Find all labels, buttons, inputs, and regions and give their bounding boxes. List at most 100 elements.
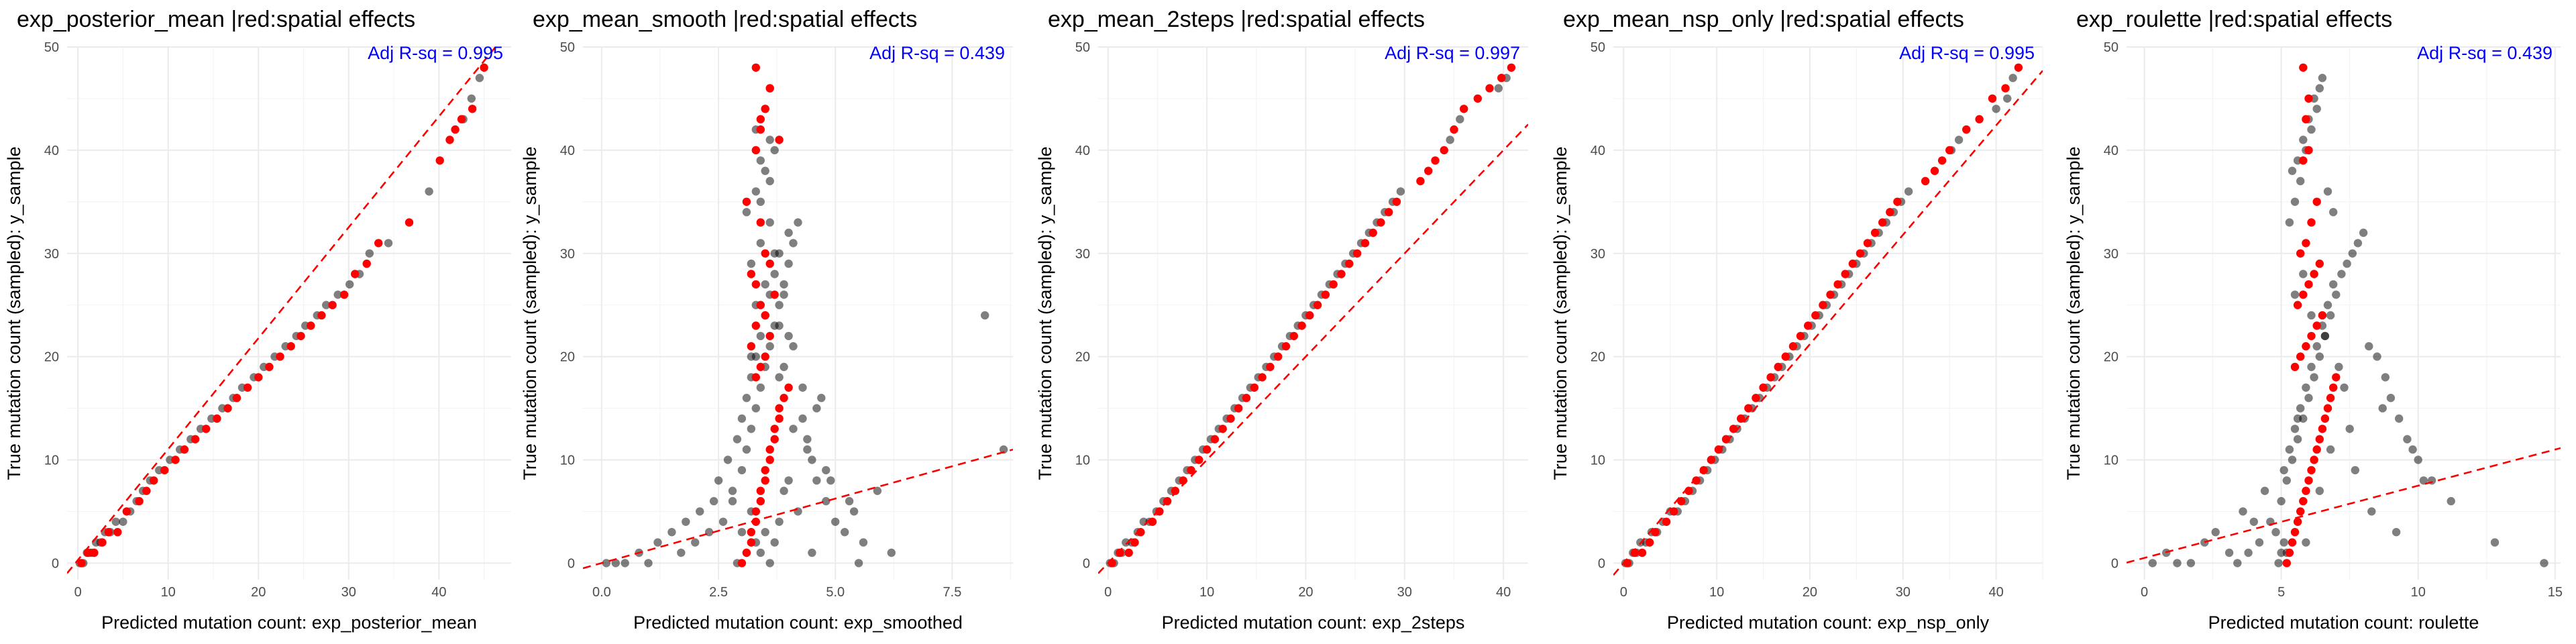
data-point-red	[1507, 63, 1516, 72]
data-point-red	[1242, 394, 1251, 402]
data-point-red	[77, 559, 86, 568]
data-point-black	[2315, 352, 2324, 361]
data-point-black	[775, 517, 784, 526]
data-point-black	[2337, 270, 2346, 278]
data-point-black	[2277, 548, 2286, 557]
x-axis-title: Predicted mutation count: roulette	[2208, 612, 2479, 633]
data-point-black	[2148, 559, 2157, 568]
data-point-red	[1878, 218, 1887, 227]
data-point-black	[789, 342, 798, 351]
data-point-black	[2359, 228, 2368, 237]
data-point-red	[784, 383, 793, 392]
data-point-red	[761, 311, 769, 320]
chart-panel-4: 0 10 20 30 40 0 10 20 30 40 50 Predicted mutation c…	[1550, 7, 2043, 633]
data-point-black	[691, 538, 700, 547]
data-point-black	[667, 528, 676, 537]
data-point-red	[1345, 259, 1354, 268]
data-point-red	[1826, 290, 1835, 299]
data-point-red	[747, 342, 756, 351]
y-tick-label: 0	[1083, 556, 1090, 571]
data-point-black	[1446, 136, 1454, 144]
data-point-red	[2290, 362, 2300, 372]
data-point-black	[723, 455, 733, 464]
y-tick-label: 20	[560, 350, 575, 365]
data-point-red	[2315, 435, 2324, 443]
data-point-red	[1497, 74, 1506, 83]
data-point-red	[770, 425, 779, 433]
data-point-red	[2318, 311, 2327, 320]
data-point-red	[2332, 373, 2341, 382]
data-point-red	[761, 352, 769, 361]
points	[1106, 63, 1516, 568]
data-point-black	[2353, 239, 2363, 248]
data-point-black	[859, 538, 868, 547]
data-point-red	[751, 146, 761, 155]
data-point-black	[718, 517, 728, 526]
points	[2148, 63, 2548, 568]
data-point-red	[1171, 486, 1180, 495]
y-tick-label: 30	[2104, 247, 2118, 262]
data-point-black	[2290, 425, 2300, 433]
data-point-red	[232, 394, 241, 402]
data-point-black	[2307, 311, 2316, 320]
data-point-red	[1677, 496, 1686, 506]
y-tick-label: 30	[1075, 247, 1090, 262]
data-point-black	[2365, 342, 2373, 351]
data-point-red	[751, 63, 761, 72]
data-point-red	[1329, 280, 1338, 289]
data-point-black	[747, 425, 756, 433]
chart-title: exp_mean_nsp_only |red:spatial effects	[1563, 7, 1964, 32]
y-tick-label: 0	[2111, 556, 2118, 571]
y-axis-title: True mutation count (sampled): y_sample	[1550, 146, 1570, 480]
data-point-red	[1744, 404, 1753, 413]
x-tick-label: 0	[1620, 585, 1627, 600]
data-point-red	[2326, 394, 2335, 402]
data-point-black	[1122, 538, 1130, 547]
data-point-red	[2302, 239, 2310, 248]
data-point-red	[737, 559, 747, 568]
data-point-black	[845, 496, 854, 506]
data-point-black	[709, 496, 718, 506]
data-point-red	[775, 136, 784, 144]
data-point-red	[1313, 301, 1322, 309]
data-point-red	[1988, 94, 1997, 103]
data-point-black	[770, 249, 779, 258]
y-tick-label: 20	[2104, 350, 2118, 365]
y-tick-label: 10	[1591, 453, 1605, 468]
data-point-black	[2419, 476, 2428, 485]
x-tick-label: 10	[161, 585, 176, 600]
data-point-black	[2345, 425, 2354, 433]
r-squared-annotation: Adj R-sq = 0.439	[869, 43, 1005, 63]
data-point-red	[150, 476, 158, 485]
data-point-black	[2003, 94, 2012, 103]
data-point-red	[1377, 218, 1385, 227]
data-point-red	[180, 445, 189, 454]
y-axis-title: True mutation count (sampled): y_sample	[520, 146, 540, 480]
data-point-red	[1424, 166, 1433, 175]
data-point-red	[1431, 156, 1440, 165]
data-point-red	[135, 496, 144, 506]
data-point-black	[696, 507, 704, 516]
y-tick-label: 50	[1075, 40, 1090, 55]
data-point-red	[90, 548, 99, 557]
data-point-black	[2320, 331, 2330, 341]
data-point-red	[1258, 373, 1267, 382]
data-point-red	[265, 362, 274, 372]
data-point-red	[1130, 538, 1139, 547]
data-point-black	[2447, 496, 2455, 506]
x-tick-label: 40	[1988, 585, 2003, 600]
x-tick-label: 30	[1397, 585, 1412, 600]
data-point-black	[2403, 435, 2412, 443]
data-point-black	[761, 528, 769, 537]
points	[1621, 63, 2023, 568]
data-point-red	[756, 125, 765, 134]
data-point-red	[756, 301, 765, 309]
data-point-red	[2288, 538, 2297, 547]
data-point-red	[2299, 290, 2308, 299]
data-point-red	[202, 425, 211, 433]
data-point-black	[1904, 187, 1913, 196]
data-point-black	[812, 476, 821, 485]
fit-line	[1098, 123, 1528, 574]
data-point-red	[756, 115, 765, 123]
data-point-red	[756, 218, 765, 227]
